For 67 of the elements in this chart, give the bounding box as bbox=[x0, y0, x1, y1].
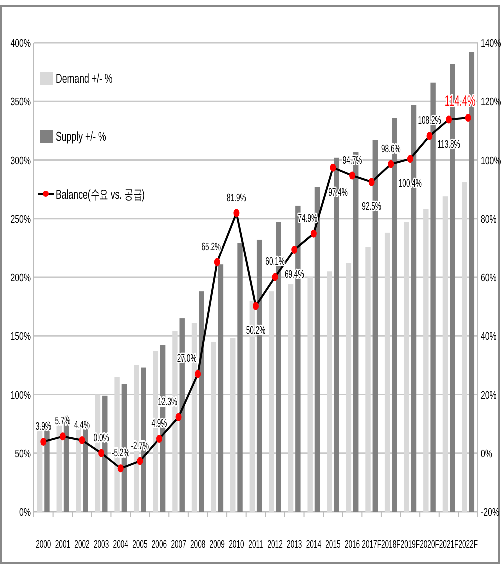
ytick: 200% bbox=[10, 272, 31, 285]
data-label: 12.3% bbox=[158, 396, 178, 408]
y2tick: 20% bbox=[481, 390, 497, 402]
xtick: 2015 bbox=[326, 538, 341, 550]
ytick: 50% bbox=[15, 448, 31, 461]
data-label: 50.2% bbox=[246, 324, 266, 337]
data-label: 92.5% bbox=[362, 200, 382, 213]
data-label: 74.9% bbox=[298, 212, 318, 224]
ytick: 400% bbox=[10, 38, 31, 50]
ytick: 350% bbox=[10, 96, 31, 110]
y2tick: -20% bbox=[481, 506, 500, 520]
y2tick: 80% bbox=[481, 214, 497, 226]
y2tick: 120% bbox=[481, 96, 501, 110]
data-label: 3.9% bbox=[36, 420, 52, 432]
xtick: 2000 bbox=[36, 538, 52, 550]
y2tick: 0% bbox=[481, 448, 492, 461]
data-label: 94.7% bbox=[342, 154, 362, 166]
data-label: 69.4% bbox=[284, 268, 304, 280]
xtick: 2022F bbox=[458, 538, 478, 550]
data-label: -5.2% bbox=[112, 447, 130, 460]
xtick: 2003 bbox=[94, 538, 110, 550]
ytick: 250% bbox=[10, 214, 31, 226]
legend-label: Demand +/- % bbox=[56, 72, 113, 86]
legend-label: Supply +/- % bbox=[56, 130, 106, 144]
xtick: 2014 bbox=[306, 538, 322, 550]
data-label: -2.7% bbox=[131, 440, 150, 452]
data-label: 0.0% bbox=[94, 432, 110, 444]
xtick: 2006 bbox=[152, 538, 168, 550]
data-label: 65.2% bbox=[202, 240, 222, 253]
xtick: 2008 bbox=[190, 538, 206, 550]
xtick: 2021F bbox=[439, 538, 459, 550]
data-label: 81.9% bbox=[227, 192, 246, 204]
data-label: 27.0% bbox=[177, 352, 197, 365]
y2tick: 140% bbox=[481, 38, 501, 50]
ytick: 100% bbox=[10, 390, 31, 402]
xtick: 2002 bbox=[74, 538, 90, 550]
xtick: 2009 bbox=[210, 538, 225, 550]
xtick: 2011 bbox=[248, 538, 264, 550]
xtick: 2001 bbox=[55, 538, 71, 550]
ytick: 300% bbox=[10, 155, 31, 168]
data-label: 4.9% bbox=[152, 417, 168, 430]
xtick: 2020F bbox=[420, 538, 440, 550]
data-label: 108.2% bbox=[418, 114, 442, 127]
xtick: 2010 bbox=[229, 538, 244, 550]
xtick: 2016 bbox=[344, 538, 360, 550]
xtick: 2013 bbox=[287, 538, 302, 550]
xtick: 2004 bbox=[113, 538, 128, 550]
data-label: 100.4% bbox=[398, 177, 422, 190]
xtick: 2019F bbox=[400, 538, 420, 550]
xtick: 2005 bbox=[132, 538, 148, 550]
y2tick: 40% bbox=[481, 330, 497, 344]
legend-label: Balance(수요 vs. 공급) bbox=[56, 188, 145, 202]
data-label: 97.4% bbox=[328, 186, 348, 198]
data-label: 60.1% bbox=[266, 256, 285, 268]
xtick: 2018F bbox=[381, 538, 401, 550]
xtick: 2012 bbox=[268, 538, 283, 550]
data-label: 98.6% bbox=[381, 142, 401, 155]
y2tick: 100% bbox=[481, 155, 501, 168]
data-label: 114.4% bbox=[444, 92, 476, 110]
xtick: 2017F bbox=[362, 538, 382, 550]
xtick: 2007 bbox=[171, 538, 186, 550]
data-label: 5.7% bbox=[55, 415, 71, 428]
y2tick: 60% bbox=[481, 272, 497, 285]
ytick: 0% bbox=[20, 506, 31, 520]
data-label: 113.8% bbox=[438, 138, 460, 150]
ytick: 150% bbox=[10, 330, 31, 344]
data-label: 4.4% bbox=[74, 418, 90, 431]
